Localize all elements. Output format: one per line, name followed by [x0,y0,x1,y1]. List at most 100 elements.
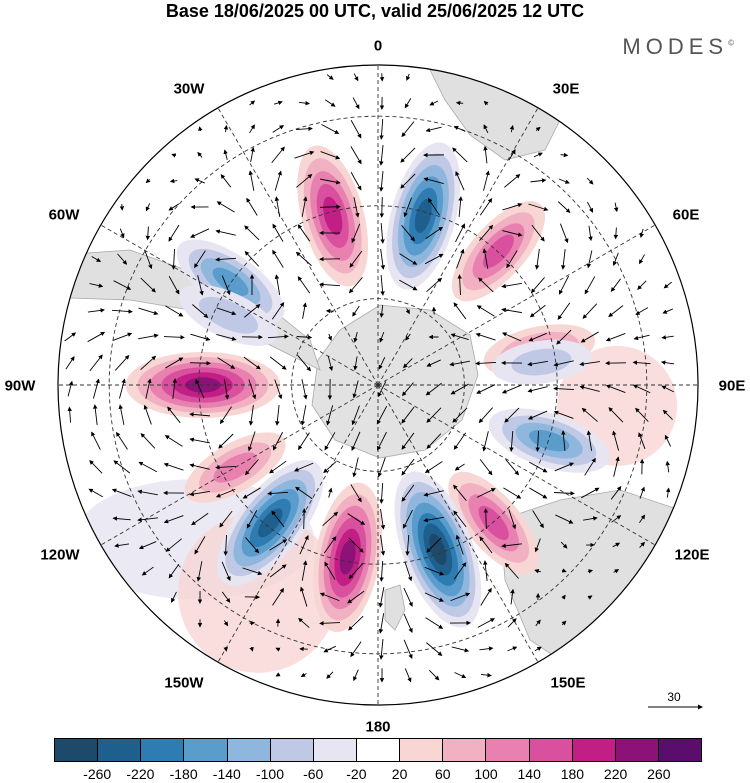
colorbar-swatch [658,739,702,761]
wind-vector [350,146,362,165]
colorbar-tick-label: 20 [391,766,408,782]
wind-vector [320,151,341,160]
meridian-line [377,384,539,663]
wind-vector [560,152,569,158]
wind-vector [561,620,567,626]
wind-vector [380,509,386,530]
wind-vector [586,430,593,451]
wind-vector [639,541,646,548]
wind-vector [428,669,440,681]
wind-vector [113,460,131,474]
colorbar-swatch [400,739,444,761]
wind-vector [401,121,415,138]
map-boundary [57,64,699,706]
anomaly-contour [339,540,356,575]
wind-vector [557,302,571,320]
wind-vector [426,537,442,553]
wind-vector [168,203,180,211]
wind-vector [273,100,283,105]
wind-vector [111,488,132,497]
wind-vector [379,639,384,660]
wind-vector [579,361,600,367]
wind-vector [480,672,492,678]
wind-vector [478,277,494,293]
wind-vector [479,459,493,476]
wind-vector [378,356,386,370]
lon-label-60e: 60E [672,206,700,224]
wind-vector [269,356,287,370]
wind-vector [141,566,154,576]
wind-vector [426,433,442,449]
wind-vector [244,250,260,267]
wind-vector [353,669,359,682]
wind-vector [111,309,133,314]
wind-vector [89,354,103,372]
wind-vector [189,491,210,497]
wind-vector [247,431,256,452]
wind-vector [423,516,444,523]
wind-vector [665,487,671,498]
wind-vector [119,228,125,239]
wind-vector [271,302,285,320]
wind-vector [633,334,650,341]
anomaly-contour [258,508,283,538]
wind-vector [269,539,288,551]
wind-vector [501,384,522,394]
wind-vector [223,620,229,627]
wind-vector [612,252,619,266]
wind-vector [112,332,133,341]
wind-vector [223,124,229,133]
wind-vector [298,100,310,106]
wind-vector [425,382,442,396]
wind-vector [242,567,263,576]
wind-vector [140,355,157,371]
wind-vector [137,489,158,496]
colorbar-swatch [270,739,314,761]
wind-vector [404,561,413,582]
wind-vector [140,277,156,293]
colorbar-tick-label: 140 [517,766,541,782]
wind-vector [326,74,334,80]
anomaly-contour [212,267,249,296]
wind-vector [453,302,467,320]
wind-vector [249,646,254,652]
colorbar-tick-label: -140 [212,766,241,782]
colorbar-tick-label: 260 [647,766,671,782]
wind-vector [529,461,548,473]
wind-vector [114,543,130,548]
wind-vector [324,99,336,107]
wind-vector [586,201,594,213]
wind-vector [553,360,574,367]
meridian-line [217,107,379,386]
wind-vector [321,124,340,134]
colorbar-tick-label: -220 [126,766,155,782]
anomaly-field [125,142,610,633]
wind-vector [89,460,103,474]
wind-vector [535,619,541,627]
wind-vector [113,280,132,290]
wind-vector [587,595,593,600]
wind-vector [197,275,204,296]
wind-vector [352,457,359,478]
wind-vector [425,126,442,133]
colorbar-swatch [529,739,573,761]
wind-vector [632,360,651,365]
wind-vector [167,406,181,424]
wind-vector [323,461,337,474]
wind-vector [453,484,467,502]
wind-vector [502,332,522,342]
wind-vector [380,249,386,270]
wind-vector [453,125,466,132]
wind-vector [348,615,364,631]
wind-vector [272,125,285,133]
anomaly-center [179,284,278,346]
wind-vector [326,671,334,679]
wind-vectors [64,73,675,683]
wind-vector [301,508,307,530]
wind-vector [560,541,568,549]
wind-vector [248,379,257,400]
wind-vector [425,226,444,239]
wind-vector [480,587,492,606]
wind-vector [529,304,546,318]
wind-vector [269,460,287,474]
